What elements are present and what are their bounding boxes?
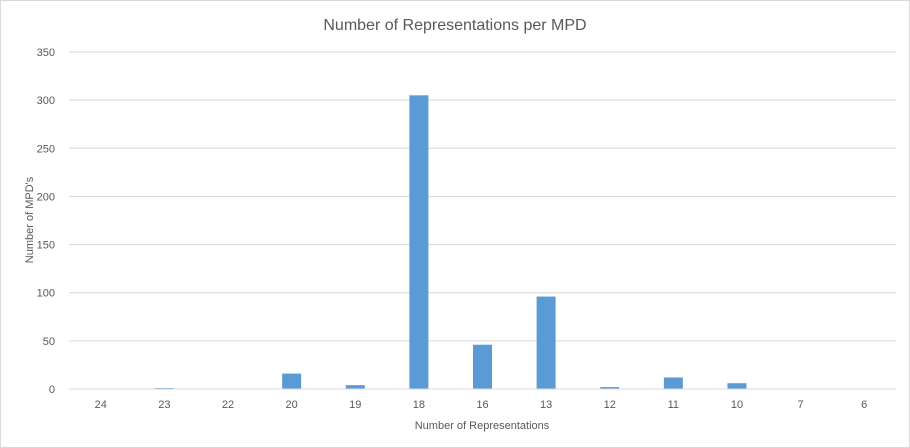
y-tick-label: 250 [37, 143, 55, 155]
bar-13 [536, 296, 556, 389]
x-tick-label: 23 [158, 399, 170, 411]
y-tick-label: 100 [37, 288, 55, 300]
x-tick-label: 20 [286, 399, 298, 411]
y-tick-label: 0 [49, 384, 55, 396]
x-tick-label: 6 [861, 399, 867, 411]
chart-title: Number of Representations per MPD [323, 17, 586, 34]
y-tick-label: 200 [37, 191, 55, 203]
x-tick-label: 24 [95, 399, 107, 411]
bar-12 [600, 387, 620, 389]
y-tick-label: 300 [37, 95, 55, 107]
y-axis-label: Number of MPD's [24, 176, 36, 263]
x-tick-label: 11 [668, 399, 679, 411]
gridlines [69, 51, 896, 342]
x-tick-label: 7 [798, 399, 804, 411]
bar-10 [727, 383, 747, 389]
bar-11 [663, 377, 683, 389]
x-tick-label: 16 [476, 399, 488, 411]
y-axis-ticks: 0 50 100 150 200 250 300 350 [37, 47, 55, 396]
x-tick-label: 19 [349, 399, 361, 411]
bar-16 [473, 344, 492, 389]
x-axis-label: Number of Representations [415, 420, 550, 432]
bar-18 [409, 95, 429, 389]
bar-19 [345, 385, 365, 389]
y-tick-label: 150 [37, 240, 55, 252]
x-tick-label: 13 [540, 399, 552, 411]
x-tick-label: 10 [731, 399, 743, 411]
x-axis-ticks: 24 23 22 20 19 18 16 13 12 11 10 7 6 [95, 399, 868, 411]
bars [154, 95, 747, 389]
x-tick-label: 12 [604, 399, 616, 411]
y-tick-label: 350 [37, 47, 55, 59]
y-tick-label: 50 [43, 336, 55, 348]
x-tick-label: 18 [413, 399, 425, 411]
bar-20 [282, 373, 302, 389]
x-tick-label: 22 [222, 399, 234, 411]
